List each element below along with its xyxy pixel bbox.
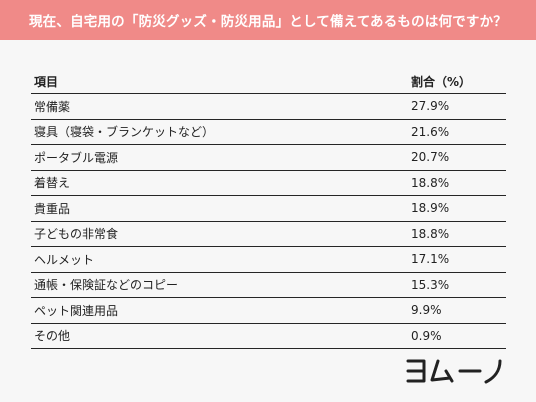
table-row: その他 0.9% <box>31 324 506 349</box>
ratio-cell: 20.7% <box>411 150 450 165</box>
ratio-cell: 27.9% <box>411 99 450 114</box>
item-cell: 子どもの非常食 <box>34 227 119 242</box>
ratio-cell: 17.1% <box>411 252 450 267</box>
item-cell: 着替え <box>34 176 71 191</box>
table-row: ペット関連用品 9.9% <box>31 298 506 324</box>
table-row: ヘルメット 17.1% <box>31 247 506 273</box>
item-cell: ポータブル電源 <box>34 150 119 165</box>
ratio-cell: 18.9% <box>411 201 450 216</box>
table-row: 貴重品 18.9% <box>31 196 506 222</box>
results-table: 項目 割合（%） 常備薬 27.9% 寝具（寝袋・ブランケットなど） 21.6%… <box>31 69 506 349</box>
table-row: ポータブル電源 20.7% <box>31 145 506 171</box>
column-header-ratio: 割合（%） <box>411 74 472 89</box>
item-cell: ヘルメット <box>34 252 95 267</box>
item-cell: その他 <box>34 329 71 344</box>
item-cell: 貴重品 <box>34 201 71 216</box>
ratio-cell: 21.6% <box>411 124 450 139</box>
table-header-row: 項目 割合（%） <box>31 69 506 94</box>
column-header-item: 項目 <box>34 74 59 89</box>
table-row: 子どもの非常食 18.8% <box>31 222 506 247</box>
survey-question-title: 現在、自宅用の「防災グッズ・防災用品」として備えてあるものは何ですか？ <box>28 14 507 30</box>
item-cell: 寝具（寝袋・ブランケットなど） <box>34 125 215 140</box>
ratio-cell: 18.8% <box>411 226 450 241</box>
ratio-cell: 9.9% <box>411 303 442 318</box>
ratio-cell: 15.3% <box>411 277 450 292</box>
item-cell: 常備薬 <box>34 99 71 114</box>
yomuno-logo <box>406 359 502 384</box>
ratio-cell: 18.8% <box>411 175 450 190</box>
table-row: 常備薬 27.9% <box>31 94 506 120</box>
ratio-cell: 0.9% <box>411 328 442 343</box>
table-row: 通帳・保険証などのコピー 15.3% <box>31 273 506 298</box>
item-cell: ペット関連用品 <box>34 303 119 318</box>
table-row: 寝具（寝袋・ブランケットなど） 21.6% <box>31 120 506 145</box>
table-row: 着替え 18.8% <box>31 171 506 196</box>
item-cell: 通帳・保険証などのコピー <box>34 278 179 293</box>
title-banner: 現在、自宅用の「防災グッズ・防災用品」として備えてあるものは何ですか？ <box>0 0 536 40</box>
